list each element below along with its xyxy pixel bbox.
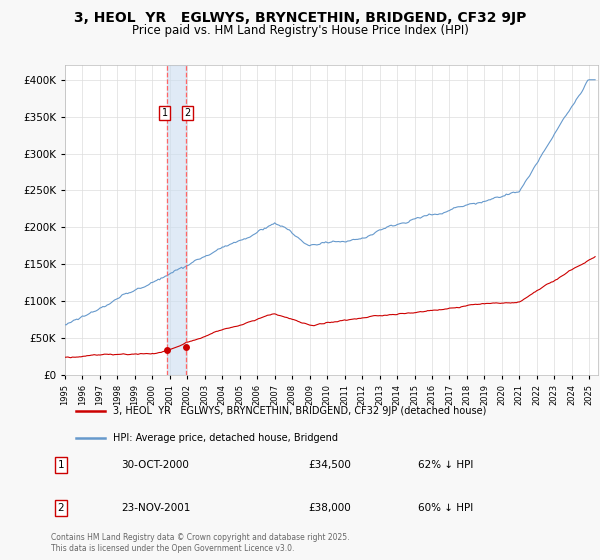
Text: 1: 1 xyxy=(162,108,168,118)
Text: 2: 2 xyxy=(58,503,64,513)
Text: 60% ↓ HPI: 60% ↓ HPI xyxy=(419,503,474,513)
Text: Contains HM Land Registry data © Crown copyright and database right 2025.
This d: Contains HM Land Registry data © Crown c… xyxy=(51,533,349,553)
Text: £38,000: £38,000 xyxy=(308,503,351,513)
Text: 1: 1 xyxy=(58,460,64,470)
Text: Price paid vs. HM Land Registry's House Price Index (HPI): Price paid vs. HM Land Registry's House … xyxy=(131,24,469,36)
Text: 3, HEOL  YR   EGLWYS, BRYNCETHIN, BRIDGEND, CF32 9JP (detached house): 3, HEOL YR EGLWYS, BRYNCETHIN, BRIDGEND,… xyxy=(113,406,487,416)
Text: 30-OCT-2000: 30-OCT-2000 xyxy=(121,460,190,470)
Text: HPI: Average price, detached house, Bridgend: HPI: Average price, detached house, Brid… xyxy=(113,433,338,443)
Text: 3, HEOL  YR   EGLWYS, BRYNCETHIN, BRIDGEND, CF32 9JP: 3, HEOL YR EGLWYS, BRYNCETHIN, BRIDGEND,… xyxy=(74,11,526,25)
Text: 62% ↓ HPI: 62% ↓ HPI xyxy=(419,460,474,470)
Text: £34,500: £34,500 xyxy=(308,460,352,470)
Text: 23-NOV-2001: 23-NOV-2001 xyxy=(121,503,191,513)
Text: 2: 2 xyxy=(184,108,190,118)
Bar xyxy=(167,65,185,375)
